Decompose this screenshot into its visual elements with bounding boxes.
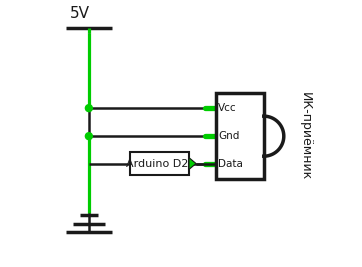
Text: ИК-приёмник: ИК-приёмник bbox=[299, 92, 312, 180]
Bar bbox=[216, 93, 264, 179]
Bar bbox=[130, 152, 189, 175]
Circle shape bbox=[85, 105, 92, 112]
Text: 5V: 5V bbox=[70, 6, 90, 21]
Text: Arduino D2: Arduino D2 bbox=[126, 159, 188, 168]
Polygon shape bbox=[189, 158, 196, 170]
Text: Vcc: Vcc bbox=[218, 103, 237, 113]
Text: Data: Data bbox=[218, 159, 243, 169]
Text: Gnd: Gnd bbox=[218, 131, 240, 141]
Circle shape bbox=[85, 133, 92, 140]
